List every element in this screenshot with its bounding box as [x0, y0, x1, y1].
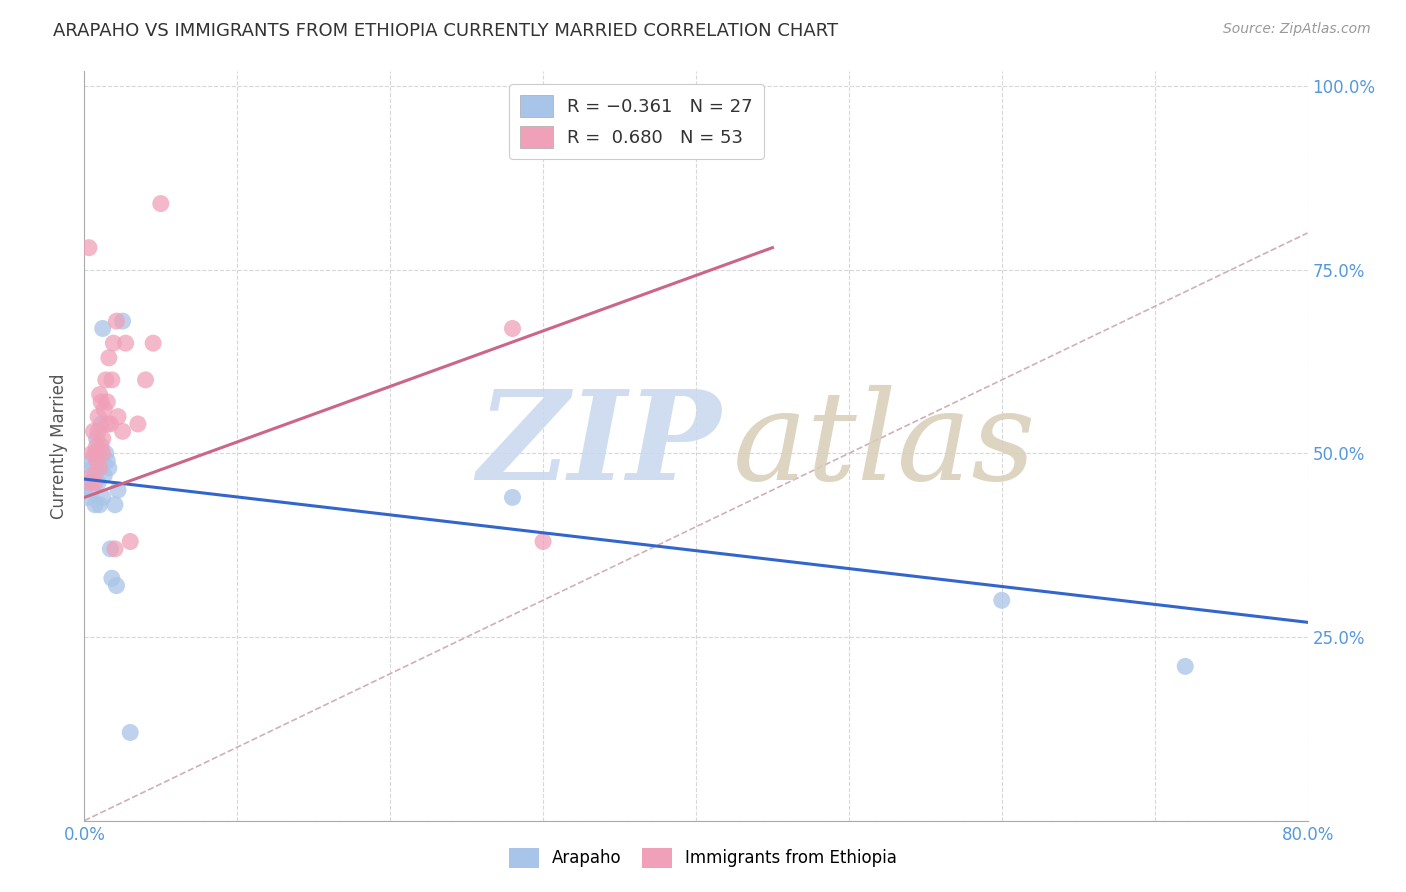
Text: ARAPAHO VS IMMIGRANTS FROM ETHIOPIA CURRENTLY MARRIED CORRELATION CHART: ARAPAHO VS IMMIGRANTS FROM ETHIOPIA CURR… [53, 22, 838, 40]
Text: Source: ZipAtlas.com: Source: ZipAtlas.com [1223, 22, 1371, 37]
Point [91, 432, 114, 446]
Point [86, 432, 108, 446]
Point [105, 578, 128, 592]
Point [91, 446, 114, 460]
Point [104, 498, 127, 512]
Point [94, 446, 117, 460]
Point [111, 425, 134, 439]
Point [149, 196, 172, 211]
Point [107, 483, 129, 497]
Point [502, 491, 524, 505]
Point [89, 498, 111, 512]
Point [531, 534, 554, 549]
Point [96, 453, 118, 467]
Point [86, 439, 108, 453]
Point [127, 417, 149, 431]
Point [120, 725, 142, 739]
Point [84, 475, 107, 490]
Text: ZIP: ZIP [477, 385, 720, 507]
Y-axis label: Currently Married: Currently Married [51, 373, 69, 519]
Point [135, 373, 157, 387]
Point [80, 446, 103, 460]
Point [86, 446, 108, 460]
Point [142, 336, 165, 351]
Point [86, 453, 108, 467]
Point [98, 417, 121, 431]
Point [83, 425, 105, 439]
Text: atlas: atlas [733, 385, 1036, 507]
Point [84, 498, 107, 512]
Point [93, 468, 115, 483]
Point [76, 491, 98, 505]
Point [103, 336, 125, 351]
Point [87, 409, 110, 424]
Point [107, 409, 129, 424]
Point [84, 468, 107, 483]
Point [90, 439, 112, 453]
Point [101, 571, 124, 585]
Point [77, 241, 100, 255]
Point [114, 336, 136, 351]
Point [97, 461, 120, 475]
Point [87, 425, 110, 439]
Point [80, 461, 103, 475]
Point [98, 541, 121, 556]
Point [84, 446, 107, 460]
Point [80, 483, 103, 497]
Legend: Arapaho, Immigrants from Ethiopia: Arapaho, Immigrants from Ethiopia [502, 841, 904, 875]
Point [101, 373, 124, 387]
Point [87, 475, 110, 490]
Point [96, 417, 118, 431]
Point [105, 314, 128, 328]
Point [96, 395, 118, 409]
Point [120, 534, 142, 549]
Point [991, 593, 1014, 607]
Point [502, 321, 524, 335]
Point [89, 461, 111, 475]
Point [1174, 659, 1197, 673]
Point [111, 314, 134, 328]
Point [79, 475, 101, 490]
Point [79, 453, 101, 467]
Point [94, 373, 117, 387]
Legend: R = −0.361   N = 27, R =  0.680   N = 53: R = −0.361 N = 27, R = 0.680 N = 53 [509, 84, 763, 159]
Point [89, 387, 111, 401]
Point [91, 321, 114, 335]
Point [91, 491, 114, 505]
Point [77, 475, 100, 490]
Point [89, 453, 111, 467]
Point [80, 468, 103, 483]
Point [90, 417, 112, 431]
Point [104, 541, 127, 556]
Point [93, 402, 115, 417]
Point [97, 351, 120, 365]
Point [90, 395, 112, 409]
